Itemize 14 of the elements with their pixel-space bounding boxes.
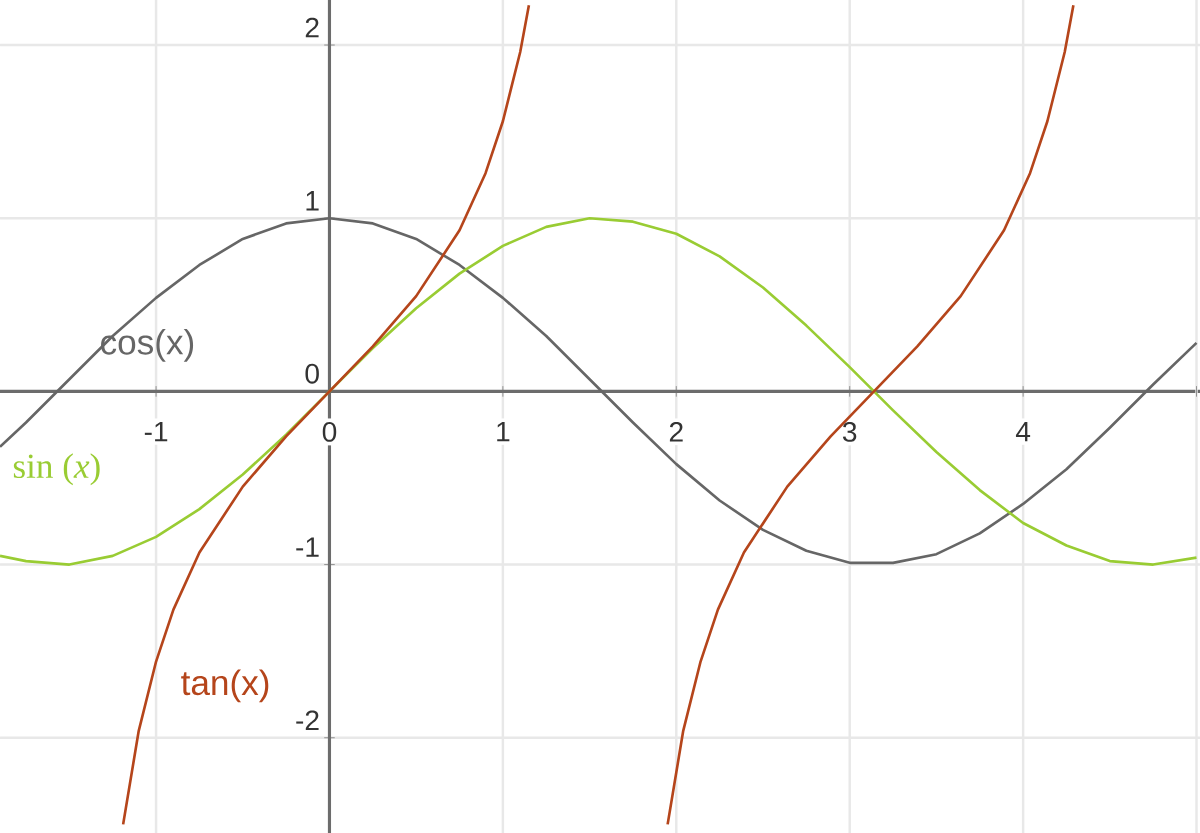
series-label: tan(x) [181,669,269,703]
x-tick-label: 1 [497,421,510,442]
series-label: sin (x) [13,453,100,486]
x-tick-label: 0 [322,421,337,442]
y-tick-label: 1 [306,191,319,211]
x-tick-label: 4 [1015,421,1031,442]
x-tick-label: 2 [669,421,683,442]
x-tick-label: -1 [144,421,168,442]
y-tick-label: 2 [305,17,319,38]
y-tick-label: 0 [305,363,319,384]
series-label: cos(x) [101,328,194,362]
y-tick-label: -2 [296,710,319,731]
y-tick-label: -1 [296,537,319,557]
x-tick-label: 3 [842,421,857,442]
